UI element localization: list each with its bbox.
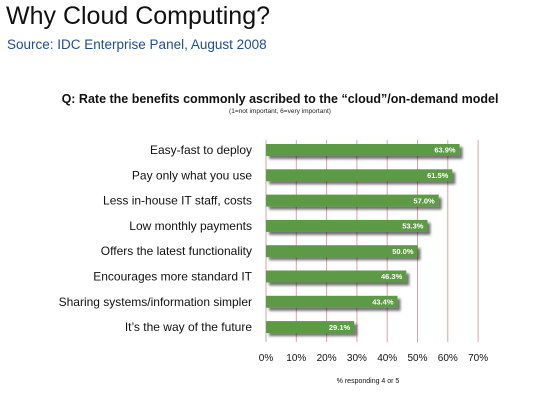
x-axis-ticks: 0% 10% 20% 30% 40% 50% 60% 70% bbox=[259, 353, 488, 364]
bars: 63.9% 61.5% 57.0% 53.3% 50.0% 46.3% 43.4% 29.1% bbox=[266, 144, 460, 334]
category-label: Less in-house IT staff, costs bbox=[103, 194, 252, 208]
bar bbox=[266, 295, 398, 308]
category-label: Pay only what you use bbox=[132, 168, 252, 182]
bar bbox=[266, 169, 453, 182]
category-labels: Easy-fast to deploy Pay only what you use… bbox=[59, 143, 253, 334]
x-tick-label: 50% bbox=[407, 353, 427, 364]
chart-title: Q: Rate the benefits commonly ascribed t… bbox=[61, 92, 499, 106]
x-tick-label: 20% bbox=[317, 353, 337, 364]
bar-value-label: 53.3% bbox=[402, 222, 424, 231]
bar bbox=[266, 321, 355, 334]
bar-value-label: 29.1% bbox=[329, 323, 351, 332]
x-tick-label: 70% bbox=[468, 353, 488, 364]
bar-value-label: 43.4% bbox=[372, 298, 394, 307]
bar-value-label: 50.0% bbox=[392, 247, 414, 256]
slide-title: Why Cloud Computing? bbox=[6, 2, 271, 30]
chart-subtitle: (1=not important, 6=very important) bbox=[229, 108, 331, 115]
category-label: Encourages more standard IT bbox=[93, 270, 252, 284]
category-label: Easy-fast to deploy bbox=[150, 143, 252, 157]
x-tick-label: 40% bbox=[377, 353, 397, 364]
bar-value-label: 57.0% bbox=[413, 196, 435, 205]
category-label: Low monthly payments bbox=[129, 219, 252, 233]
bar-value-label: 46.3% bbox=[381, 272, 403, 281]
category-label: Offers the latest functionality bbox=[101, 244, 252, 258]
bar-value-label: 61.5% bbox=[427, 171, 449, 180]
category-label: Sharing systems/information simpler bbox=[59, 295, 252, 309]
bar bbox=[266, 219, 428, 232]
x-axis-label: % responding 4 or 5 bbox=[337, 378, 400, 385]
bar bbox=[266, 270, 407, 283]
category-label: It’s the way of the future bbox=[125, 320, 253, 334]
bar-value-label: 63.9% bbox=[434, 146, 456, 155]
source-note: Source: IDC Enterprise Panel, August 200… bbox=[7, 37, 267, 52]
bar bbox=[266, 144, 460, 156]
x-tick-label: 60% bbox=[438, 353, 458, 364]
bar bbox=[266, 194, 439, 207]
x-tick-label: 10% bbox=[286, 353, 306, 364]
x-tick-label: 30% bbox=[347, 353, 367, 364]
x-tick-label: 0% bbox=[259, 353, 274, 364]
bar bbox=[266, 245, 418, 258]
